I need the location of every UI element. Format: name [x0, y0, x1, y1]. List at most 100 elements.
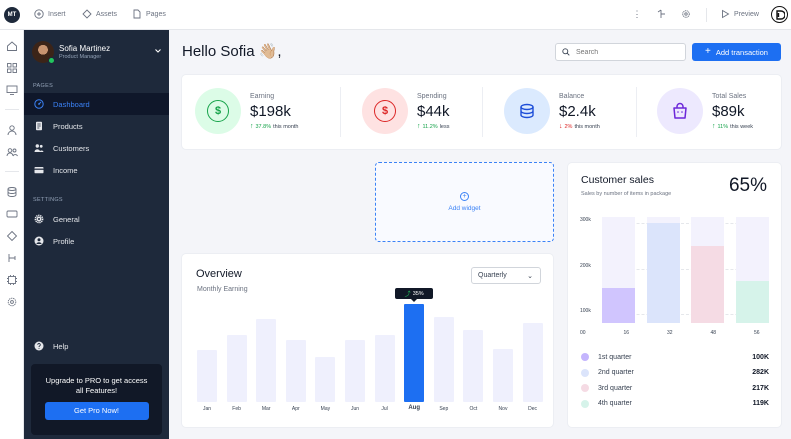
sidebar-item-income[interactable]: Income	[24, 159, 169, 181]
sales-column[interactable]	[735, 217, 769, 323]
chart-bar-jun[interactable]	[345, 340, 365, 402]
arrow-up-icon: ↑	[712, 123, 716, 130]
stats-card: $ Earning $198k ↑ 37.8% this month $ Spe…	[182, 75, 781, 149]
chart-bar-nov[interactable]	[493, 349, 513, 402]
database-icon[interactable]	[6, 186, 18, 198]
sidebar-item-products[interactable]: Products	[24, 115, 169, 137]
x-tick-label: 16	[623, 330, 630, 336]
preview-button[interactable]: Preview	[720, 9, 759, 19]
chevron-down-icon: ⌄	[527, 273, 533, 280]
shopping-bag-icon	[673, 102, 687, 119]
play-icon	[722, 9, 730, 19]
sidebar-item-dashboard[interactable]: Dashboard	[24, 93, 169, 115]
y-tick-label: 100k	[580, 308, 591, 314]
arrow-down-icon: ↓	[559, 123, 563, 130]
chart-bar-mar[interactable]	[256, 319, 277, 402]
x-tick-label: Jan	[202, 406, 212, 412]
plus-circle-icon: +	[460, 192, 469, 201]
overview-subtitle: Monthly Earning	[197, 286, 248, 293]
x-tick-label: Nov	[498, 406, 508, 412]
chart-bar-oct[interactable]	[463, 330, 484, 402]
plugin-icon[interactable]	[6, 274, 18, 286]
page-icon	[133, 9, 141, 19]
trend-percent: 37.8%	[255, 123, 272, 130]
trend-text: this month	[574, 123, 600, 130]
users-icon	[34, 144, 44, 152]
chart-bar-feb[interactable]	[226, 335, 247, 402]
gear-icon[interactable]	[681, 9, 691, 19]
earning-icon-bg: $	[195, 88, 241, 134]
y-tick-label: 300k	[580, 217, 591, 223]
coins-icon	[520, 103, 534, 119]
monitor-icon[interactable]	[6, 84, 18, 96]
tool-rail	[0, 30, 24, 439]
get-pro-button[interactable]: Get Pro Now!	[44, 402, 149, 420]
grid-icon[interactable]	[6, 62, 18, 74]
pages-button[interactable]: Pages	[132, 9, 166, 19]
profile-role: Product Manager	[59, 54, 102, 60]
gear-icon	[34, 214, 44, 224]
legend-dot	[581, 399, 589, 408]
sales-bar-fill	[735, 280, 769, 323]
x-tick-label: Jun	[350, 406, 360, 412]
chevron-down-icon[interactable]	[154, 47, 162, 55]
dollar-down-icon: $	[207, 100, 229, 122]
trend-percent: 11%	[717, 123, 729, 130]
sidebar-item-profile[interactable]: Profile	[24, 230, 169, 252]
x-tick-label: Sep	[439, 406, 449, 412]
insert-button[interactable]: Insert	[34, 9, 66, 19]
chart-bar-aug[interactable]	[404, 304, 425, 402]
trend-percent: 11.2%	[422, 123, 438, 130]
users-icon[interactable]	[6, 146, 18, 158]
chart-bar-may[interactable]	[315, 357, 336, 402]
rectangle-icon[interactable]	[6, 208, 18, 220]
brand-glyph-icon	[775, 9, 785, 20]
legend-dot	[581, 353, 589, 361]
assets-button[interactable]: Assets	[82, 9, 117, 19]
x-tick-label: Aug	[408, 405, 421, 411]
chart-bar-sep[interactable]	[433, 317, 454, 402]
home-icon[interactable]	[6, 40, 18, 52]
profile-switcher[interactable]: Sofia Martinez Product Manager	[32, 39, 162, 65]
sidebar-item-general[interactable]: General	[24, 208, 169, 230]
diamond-icon[interactable]	[6, 230, 18, 242]
stat-value: $2.4k	[559, 103, 596, 120]
x-tick-label: 32	[667, 330, 673, 336]
chart-bar-dec[interactable]	[522, 323, 543, 402]
overview-card: Overview Monthly Earning Quarterly ⌄ ⤴ 3…	[182, 254, 553, 427]
sales-column[interactable]	[646, 217, 680, 323]
add-widget-button[interactable]: + Add widget	[375, 162, 554, 242]
settings-icon[interactable]	[6, 296, 18, 308]
sales-column[interactable]	[602, 217, 635, 323]
period-select[interactable]: Quarterly ⌄	[471, 267, 541, 284]
plus-circle-icon	[34, 9, 44, 19]
profile-name: Sofia Martinez	[59, 44, 111, 53]
search-box[interactable]	[555, 43, 686, 61]
rail-divider	[5, 109, 19, 110]
sidebar-item-customers[interactable]: Customers	[24, 137, 169, 159]
x-tick-label: 48	[710, 330, 717, 336]
connector-icon[interactable]	[656, 9, 666, 19]
x-tick-label: Apr	[291, 406, 300, 412]
stat-trend: ↓ 2% this month	[559, 123, 600, 130]
chart-bar-apr[interactable]	[285, 340, 306, 402]
insert-label: Insert	[48, 10, 66, 18]
chart-bar-jan[interactable]	[197, 350, 217, 402]
sidebar-item-help[interactable]: Help	[24, 335, 169, 357]
user-icon[interactable]	[6, 124, 18, 136]
x-tick-label: Dec	[528, 406, 538, 412]
x-tick-label: Oct	[469, 406, 478, 412]
stat-trend: ↑ 37.8% this month	[250, 123, 298, 130]
settings-section-label: SETTINGS	[33, 197, 63, 203]
page-title: Hello Sofia 👋🏼,	[182, 43, 282, 60]
chart-bar-jul[interactable]	[374, 335, 395, 402]
connector-icon[interactable]	[6, 252, 18, 264]
stat-trend: ↑ 11% this week	[712, 123, 753, 130]
sidebar-item-label: Products	[53, 121, 83, 131]
add-transaction-button[interactable]: + Add transaction	[692, 43, 781, 61]
brand-logo[interactable]	[771, 6, 788, 23]
search-input[interactable]	[576, 48, 676, 56]
sales-column[interactable]	[691, 217, 724, 323]
workspace-avatar[interactable]: MT	[4, 7, 20, 23]
more-vertical-icon[interactable]: ⋮	[632, 9, 642, 19]
